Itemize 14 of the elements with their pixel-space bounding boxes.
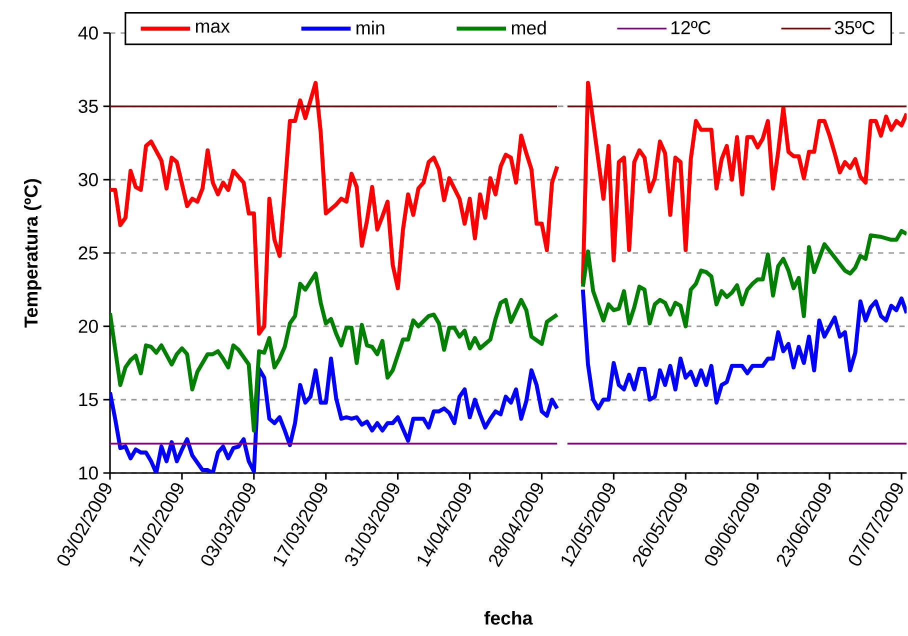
legend-label: max xyxy=(196,22,230,33)
legend-label: med xyxy=(512,20,546,35)
legend-label: 35ºC xyxy=(834,21,875,34)
y-tick-label: 15 xyxy=(79,393,98,406)
x-axis-title: fecha xyxy=(484,611,533,625)
legend-label: min xyxy=(356,20,384,34)
y-tick-label: 35 xyxy=(78,100,98,113)
y-axis-title: Temperatura (ºC) xyxy=(24,179,42,328)
legend-label: 12ºC xyxy=(671,21,710,34)
y-tick-label: 40 xyxy=(78,26,98,40)
y-tick-label: 20 xyxy=(78,320,98,333)
y-tick-label: 10 xyxy=(79,466,98,480)
y-tick-label: 30 xyxy=(78,173,98,186)
y-tick-label: 25 xyxy=(78,246,98,260)
